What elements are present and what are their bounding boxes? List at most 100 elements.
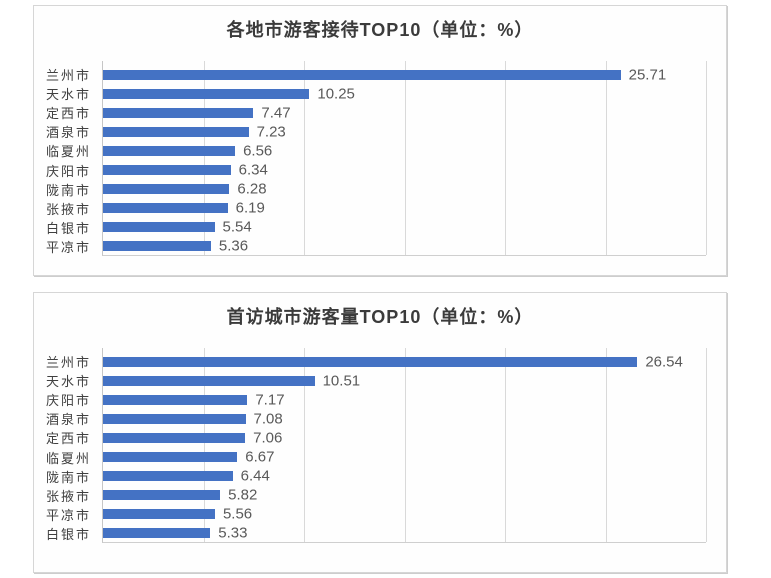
bar-track: 5.36 [102, 237, 706, 256]
chart-row: 临夏州 6.67 [46, 447, 706, 466]
bar [103, 490, 221, 501]
gridline [404, 61, 406, 255]
gridline [605, 348, 607, 542]
chart-row: 兰州市 25.71 [46, 65, 706, 84]
bar [103, 184, 230, 195]
bar-track: 5.33 [102, 524, 706, 543]
chart-row: 天水市 10.25 [46, 84, 706, 103]
gridline [404, 348, 406, 542]
chart-row: 平凉市 5.36 [46, 237, 706, 256]
category-label: 平凉市 [46, 507, 92, 523]
category-label: 兰州市 [46, 355, 92, 371]
bar-track: 5.56 [102, 505, 706, 524]
chart-row: 酒泉市 7.23 [46, 122, 706, 141]
bar [103, 241, 211, 252]
chart-row: 陇南市 6.28 [46, 180, 706, 199]
gridline [203, 348, 205, 542]
category-label: 张掖市 [46, 201, 92, 217]
chart-panel-reception: 各地市游客接待TOP10（单位：%） 兰州市 25.71 天水市 10.25 定西市 7.… [33, 5, 727, 276]
chart-row: 张掖市 5.82 [46, 486, 706, 505]
category-label: 平凉市 [46, 239, 92, 255]
chart-row: 平凉市 5.56 [46, 505, 706, 524]
bar-track: 10.51 [102, 371, 706, 390]
value-label: 7.23 [256, 123, 286, 141]
chart-panel-first-visit: 首访城市游客量TOP10（单位：%） 兰州市 26.54 天水市 10.51 庆阳市 7.… [33, 292, 727, 573]
category-label: 兰州市 [46, 68, 92, 84]
value-label: 10.25 [317, 85, 355, 103]
chart-row: 白银市 5.33 [46, 524, 706, 543]
chart-title-reception: 各地市游客接待TOP10（单位：%） [226, 20, 534, 40]
value-label: 6.67 [245, 448, 275, 466]
value-label: 26.54 [645, 353, 683, 371]
bar [103, 222, 215, 233]
gridline [304, 348, 305, 542]
gridline [304, 61, 305, 255]
chart-row: 庆阳市 7.17 [46, 390, 706, 409]
bar [103, 356, 638, 367]
category-label: 定西市 [46, 106, 92, 122]
chart-plot-area-first-visit: 兰州市 26.54 天水市 10.51 庆阳市 7.17 酒泉市 7.08 定西市 7.06 临夏州… [46, 348, 707, 543]
value-label: 25.71 [628, 66, 667, 84]
value-label: 7.17 [255, 391, 285, 409]
chart-row: 陇南市 6.44 [46, 467, 706, 486]
category-label: 定西市 [46, 431, 92, 447]
chart-row: 酒泉市 7.08 [46, 409, 706, 428]
value-label: 7.08 [253, 410, 283, 428]
bar-track: 7.23 [102, 122, 706, 141]
bar [103, 203, 228, 214]
gridline [505, 348, 506, 542]
category-label: 酒泉市 [46, 125, 92, 141]
bar [103, 509, 215, 520]
value-label: 5.54 [222, 218, 252, 236]
bar [103, 69, 621, 80]
bar-track: 26.54 [102, 352, 706, 371]
gridline [706, 348, 707, 542]
bar-track: 5.54 [102, 218, 706, 237]
bar-track: 7.06 [102, 428, 706, 447]
category-label: 天水市 [46, 374, 92, 390]
bar [103, 394, 248, 405]
bar [103, 107, 254, 118]
bar-track: 7.47 [102, 103, 706, 122]
bar-track: 6.56 [102, 141, 706, 160]
value-label: 10.51 [322, 372, 361, 390]
bar [103, 471, 233, 482]
value-label: 7.47 [261, 104, 291, 122]
value-label: 7.06 [253, 429, 283, 447]
bar-track: 6.34 [102, 160, 706, 179]
value-label: 6.56 [243, 142, 273, 160]
value-label: 5.56 [222, 505, 253, 523]
bar [103, 413, 246, 424]
chart-row: 定西市 7.47 [46, 103, 706, 122]
bar-track: 6.67 [102, 447, 706, 466]
bar-track: 6.44 [102, 467, 706, 486]
chart-row: 天水市 10.51 [46, 371, 706, 390]
bar-track: 25.71 [102, 65, 706, 84]
bar [103, 164, 231, 175]
category-label: 陇南市 [46, 469, 92, 485]
category-label: 天水市 [46, 87, 92, 103]
gridline [605, 61, 607, 255]
value-label: 5.82 [228, 486, 258, 504]
bar [103, 88, 310, 99]
chart-row: 临夏州 6.56 [46, 141, 706, 160]
category-label: 张掖市 [46, 488, 92, 504]
chart-rows: 兰州市 26.54 天水市 10.51 庆阳市 7.17 酒泉市 7.08 定西市 7.06 临夏州… [46, 352, 706, 543]
category-label: 临夏州 [46, 450, 92, 466]
gridline [505, 61, 506, 255]
chart-plot-area-reception: 兰州市 25.71 天水市 10.25 定西市 7.47 酒泉市 7.23 临夏州 6.56 庆阳市… [46, 61, 707, 256]
chart-row: 定西市 7.06 [46, 428, 706, 447]
value-label: 6.34 [238, 161, 268, 179]
plot-grid [102, 348, 707, 543]
chart-row: 兰州市 26.54 [46, 352, 706, 371]
chart-row: 白银市 5.54 [46, 218, 706, 237]
bar [103, 451, 238, 462]
category-label: 庆阳市 [46, 393, 92, 409]
plot-grid [102, 61, 707, 256]
gridline [706, 61, 707, 255]
bar-track: 6.28 [102, 180, 706, 199]
chart-row: 张掖市 6.19 [46, 199, 706, 218]
chart-row: 庆阳市 6.34 [46, 160, 706, 179]
gridline [203, 61, 205, 255]
bar-track: 7.08 [102, 409, 706, 428]
